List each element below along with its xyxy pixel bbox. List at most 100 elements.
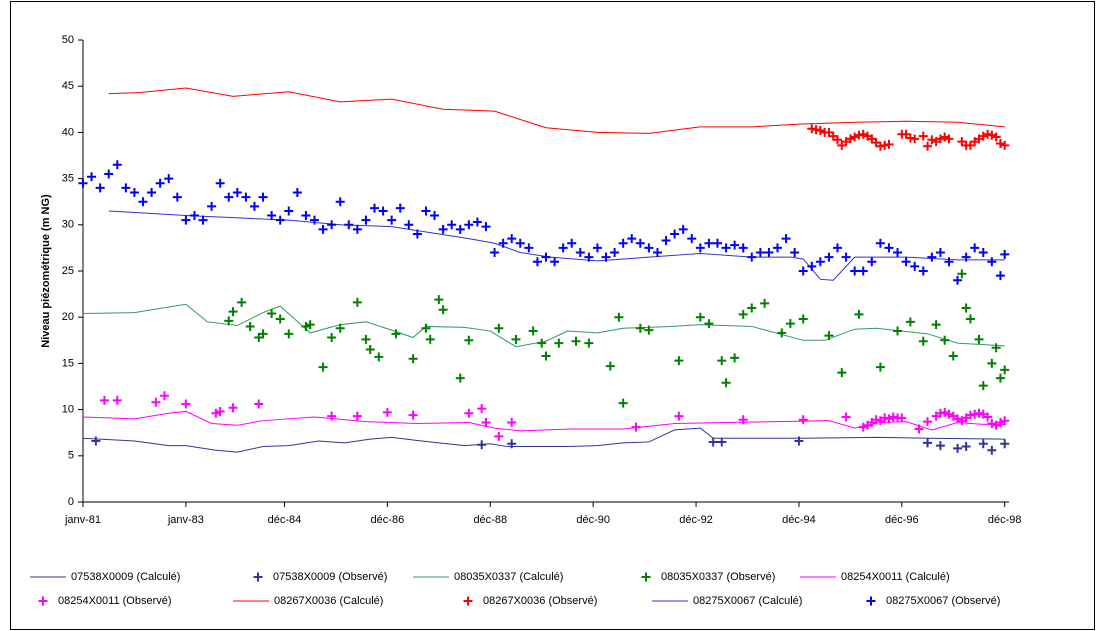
point-marker [712,238,722,248]
point-marker [798,314,808,324]
point-marker [983,412,993,422]
point-marker [207,201,217,211]
point-marker [635,238,645,248]
point-marker [987,358,997,368]
point-marker [237,297,247,307]
point-marker [352,224,362,234]
point-marker [627,234,637,244]
y-tick-label: 30 [62,219,74,231]
point-marker [833,135,843,145]
point-marker [644,243,654,253]
point-marker [961,303,971,313]
legend-label: 07538X0009 (Observé) [273,571,387,583]
point-marker [841,412,851,422]
point-marker [1000,365,1010,375]
point-marker [464,220,474,230]
point-marker [335,323,345,333]
point-marker [884,139,894,149]
point-marker [631,422,641,432]
point-marker [987,130,997,140]
x-tick-label: déc-94 [782,514,816,526]
point-marker [760,298,770,308]
series-line [82,303,1005,348]
point-marker [807,261,817,271]
point-marker [953,443,963,453]
y-tick-label: 5 [68,450,74,462]
point-marker [507,418,517,428]
point-marker [361,334,371,344]
point-marker [935,134,945,144]
point-marker [730,353,740,363]
point-marker [567,238,577,248]
point-marker [940,407,950,417]
point-marker [172,192,182,202]
point-marker [910,261,920,271]
point-marker [833,243,843,253]
point-marker [957,269,967,279]
point-marker [927,252,937,262]
point-marker [893,326,903,336]
legend-marker [463,596,473,606]
point-marker [241,192,251,202]
point-marker [215,178,225,188]
point-marker [614,312,624,322]
point-marker [747,252,757,262]
point-marker [897,413,907,423]
y-tick-label: 35 [62,173,74,185]
point-marker [515,238,525,248]
point-marker [215,406,225,416]
point-marker [224,316,234,326]
point-marker [541,351,551,361]
point-marker [408,410,418,420]
point-marker [258,329,268,339]
point-marker [738,415,748,425]
y-tick-label: 45 [62,80,74,92]
point-marker [464,335,474,345]
point-marker [498,238,508,248]
point-marker [395,203,405,213]
point-marker [181,215,191,225]
point-marker [991,132,1001,142]
y-tick-label: 40 [62,126,74,138]
point-marker [78,178,88,188]
point-marker [344,220,354,230]
point-marker [935,441,945,451]
point-marker [794,436,804,446]
point-marker [391,329,401,339]
point-marker [987,418,997,428]
point-marker [554,338,564,348]
point-marker [940,335,950,345]
point-marker [884,414,894,424]
point-marker [721,378,731,388]
point-marker [605,361,615,371]
point-marker [228,307,238,317]
point-marker [610,248,620,258]
point-marker [138,197,148,207]
point-marker [815,257,825,267]
point-marker [875,362,885,372]
point-marker [267,211,277,221]
point-marker [301,211,311,221]
point-marker [310,215,319,225]
y-axis-label: Niveau piézométrique (m NG) [40,194,52,348]
point-marker [931,320,941,330]
point-marker [730,240,740,250]
point-marker [661,236,671,246]
point-marker [121,183,131,193]
point-marker [777,328,787,338]
legend-marker [641,572,651,582]
point-marker [918,131,928,141]
point-marker [717,356,727,366]
point-marker [245,321,255,331]
point-marker [674,356,684,366]
legend-marker [253,572,263,582]
x-tick-label: déc-86 [371,514,405,526]
point-marker [764,248,774,258]
point-marker [421,206,431,216]
point-marker [430,211,440,221]
y-tick-label: 15 [62,357,74,369]
point-marker [923,438,933,448]
point-marker [494,431,504,441]
point-marker [944,257,954,267]
point-marker [155,178,165,188]
